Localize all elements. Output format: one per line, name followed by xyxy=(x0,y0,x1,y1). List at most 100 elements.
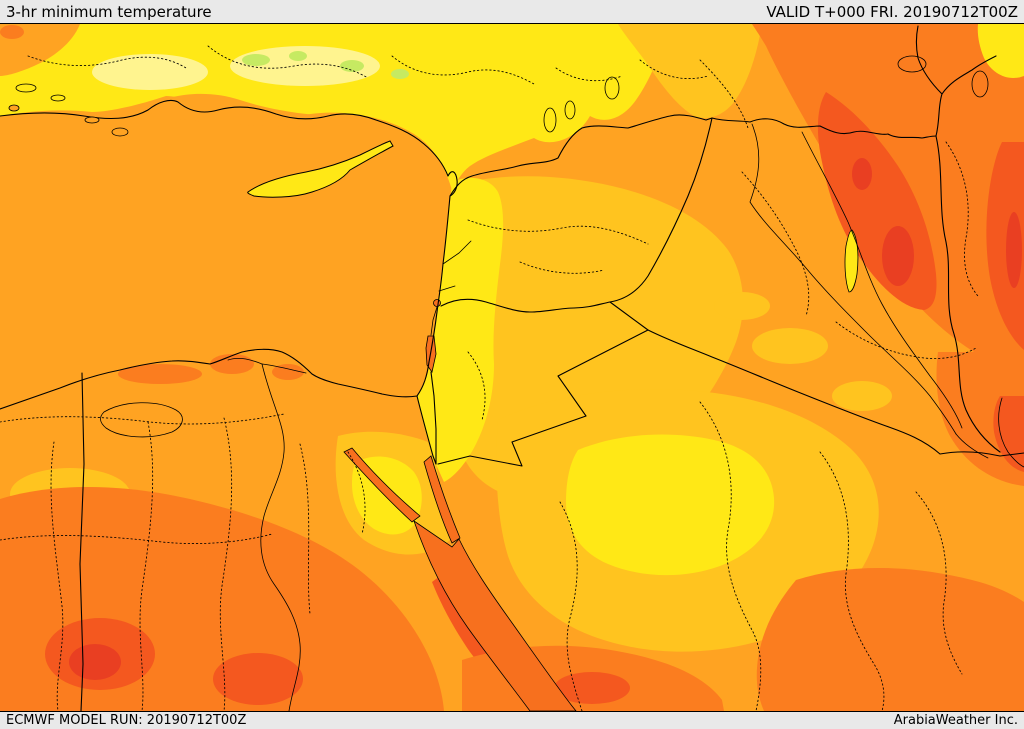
lebanon-israel-border xyxy=(438,285,456,292)
tigris-river xyxy=(801,131,963,429)
red-sea xyxy=(413,519,577,711)
gulf-of-suez xyxy=(343,447,421,523)
lake-van xyxy=(897,55,927,73)
nile-river xyxy=(260,363,301,711)
temp-zone-dark-coast xyxy=(118,364,202,384)
admin-boundary xyxy=(299,443,311,615)
lake-anatolia xyxy=(564,100,576,120)
admin-boundaries xyxy=(0,45,979,711)
admin-boundary xyxy=(699,59,749,129)
iran-iraq-border xyxy=(935,135,1001,453)
temp-zone-deep-red xyxy=(852,158,872,190)
header-bar: 3-hr minimum temperature VALID T+000 FRI… xyxy=(0,0,1024,24)
temp-zone-amber-patch xyxy=(752,328,828,364)
israel-jordan-border xyxy=(430,371,437,465)
admin-boundary xyxy=(207,45,369,79)
iraq-saudi-border xyxy=(609,301,1024,457)
syria-iraq-border xyxy=(609,117,713,303)
temp-zone-amber-east-anatolia xyxy=(618,24,762,118)
temp-zone-yellow-levant xyxy=(417,177,504,482)
persian-gulf-coast xyxy=(998,397,1024,468)
israel-egypt-border xyxy=(416,395,437,465)
admin-boundary xyxy=(741,171,810,317)
aegean-islands xyxy=(8,83,129,137)
page-title: 3-hr minimum temperature xyxy=(6,2,212,21)
temp-zone-orange-antalya xyxy=(147,93,340,127)
island-rhodes xyxy=(111,127,129,137)
water-bodies xyxy=(100,55,989,711)
admin-boundary xyxy=(391,55,535,85)
island xyxy=(15,83,37,93)
valid-time-label: VALID T+000 FRI. 20190712T00Z xyxy=(766,2,1018,21)
temp-zone-red-bottom xyxy=(554,672,630,704)
euphrates-river xyxy=(749,123,957,435)
temp-zone-pale xyxy=(92,54,208,90)
mediterranean-coastline xyxy=(0,99,458,410)
island xyxy=(84,116,100,124)
jordan-saudi-border xyxy=(437,329,649,467)
admin-boundary xyxy=(519,261,605,274)
temp-zone-dark-delta xyxy=(272,364,304,380)
temp-zone-amber-patch xyxy=(832,381,892,411)
coastlines xyxy=(0,83,1024,468)
temp-zone-yellow-ne-corner xyxy=(977,24,1024,78)
qattara-depression xyxy=(100,402,183,438)
shatt-al-arab xyxy=(955,433,989,459)
admin-boundary xyxy=(139,421,154,711)
nile-delta-branch xyxy=(261,363,307,374)
temp-zone-pale xyxy=(230,46,380,86)
admin-boundary xyxy=(0,533,273,544)
map-canvas xyxy=(0,24,1024,711)
jordan-river-border xyxy=(430,306,438,336)
admin-boundary xyxy=(50,441,64,711)
admin-boundary xyxy=(945,141,979,297)
admin-boundary xyxy=(639,59,709,79)
admin-boundary xyxy=(467,219,649,245)
temp-zone-deep-red xyxy=(1006,212,1022,288)
temp-zone-yellow-saudi-core xyxy=(566,434,775,576)
temp-zone-red-south-egypt xyxy=(213,653,303,705)
rivers xyxy=(227,123,989,711)
caucasus-border xyxy=(915,25,943,95)
footer-bar: ECMWF MODEL RUN: 20190712T00Z ArabiaWeat… xyxy=(0,711,1024,729)
temp-zone-green xyxy=(242,54,270,66)
admin-boundary xyxy=(835,321,977,359)
temp-zone-deep-red xyxy=(882,226,914,286)
country-borders xyxy=(79,25,1024,711)
egypt-libya-border xyxy=(79,372,85,711)
admin-boundary xyxy=(559,501,583,711)
attribution-label: ArabiaWeather Inc. xyxy=(893,713,1018,728)
lebanon-syria-border xyxy=(442,240,472,265)
temp-zone-green xyxy=(289,51,307,61)
temp-zone-dark-delta xyxy=(210,354,254,374)
sea-of-galilee xyxy=(433,299,441,307)
turkey-iran-border xyxy=(935,55,997,137)
temp-zone-dark-nw xyxy=(0,25,24,39)
lake-anatolia xyxy=(543,107,557,133)
admin-boundary xyxy=(819,451,885,711)
nile-delta-branch xyxy=(227,357,263,365)
temp-zone-green xyxy=(340,60,364,72)
admin-boundary xyxy=(555,67,623,82)
cyprus-island xyxy=(247,140,394,198)
temperature-field xyxy=(0,24,1024,711)
admin-boundary xyxy=(347,451,366,535)
model-run-label: ECMWF MODEL RUN: 20190712T00Z xyxy=(6,713,247,728)
lake-tharthar xyxy=(844,229,859,293)
temp-zone-dark-bottom-right xyxy=(756,567,1024,711)
lake-tuz xyxy=(604,76,620,100)
temp-zone-green xyxy=(391,69,409,79)
temp-zone-red-east-edge xyxy=(986,142,1024,350)
jordan-syria-border xyxy=(440,298,611,313)
admin-boundary xyxy=(699,401,762,711)
lake-urmia xyxy=(971,70,989,98)
gulf-of-aqaba xyxy=(423,455,461,544)
admin-boundary xyxy=(27,55,187,69)
island xyxy=(50,94,66,102)
admin-boundary xyxy=(915,491,963,675)
temp-zone-deep-red xyxy=(69,644,121,680)
temp-zone-amber-patch xyxy=(714,292,770,320)
turkey-syria-iraq-border xyxy=(449,114,937,197)
island xyxy=(8,104,20,112)
